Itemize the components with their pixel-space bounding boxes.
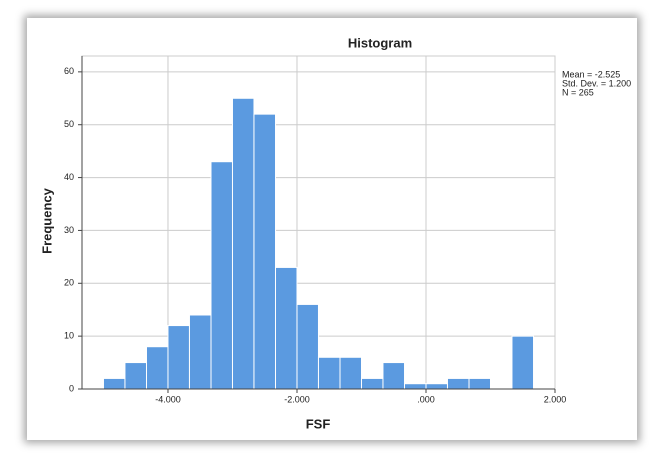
x-tick-label: 2.000 — [544, 394, 567, 404]
bar — [124, 362, 148, 390]
bar — [102, 377, 126, 390]
y-tick-label: 40 — [64, 172, 74, 182]
bar — [146, 346, 169, 390]
y-tick-label: 20 — [64, 278, 74, 288]
y-tick-label: 0 — [69, 383, 74, 393]
bar — [425, 383, 448, 390]
bar — [382, 362, 406, 390]
bar — [231, 97, 255, 390]
y-tick-label: 30 — [64, 225, 74, 235]
x-tick-label: .000 — [417, 394, 435, 404]
y-axis-title: Frequency — [39, 187, 54, 254]
bar — [511, 335, 535, 390]
bar — [468, 377, 491, 390]
bar — [253, 113, 277, 390]
y-tick-label: 50 — [64, 119, 74, 129]
bar — [275, 266, 298, 390]
y-tick-label: 10 — [64, 331, 74, 341]
x-tick-label: -4.000 — [155, 394, 181, 404]
x-tick-label: -2.000 — [284, 394, 310, 404]
bar — [446, 377, 470, 390]
bar — [188, 314, 212, 390]
bar — [339, 356, 362, 390]
bar — [317, 356, 341, 390]
bar — [404, 383, 427, 390]
stat-annotation: Mean = -2.525 — [562, 69, 620, 79]
y-tick-label: 60 — [64, 66, 74, 76]
bar — [210, 161, 233, 390]
stat-annotation: N = 265 — [562, 87, 594, 97]
bar — [296, 303, 319, 390]
x-axis-title: FSF — [306, 416, 331, 431]
bar — [360, 377, 384, 390]
stat-annotation: Std. Dev. = 1.200 — [562, 78, 631, 88]
bar — [167, 325, 190, 390]
chart-title: Histogram — [348, 35, 412, 50]
